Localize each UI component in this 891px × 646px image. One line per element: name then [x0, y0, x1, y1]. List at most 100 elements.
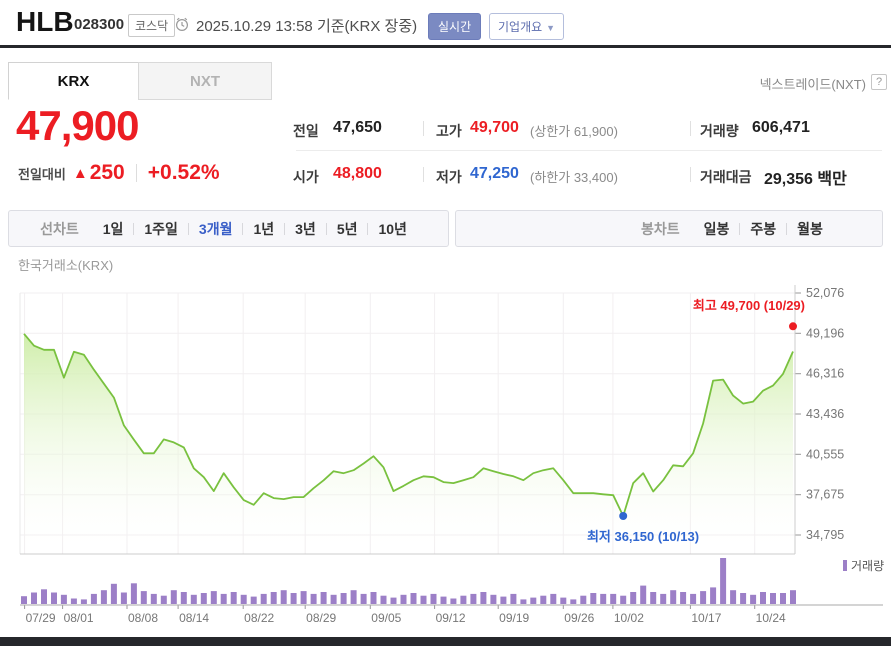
volume-bar	[360, 593, 367, 604]
high-value: 49,700	[470, 119, 519, 136]
line-chart-toolbar: 선차트 1일 1주일 3개월 1년 3년 5년 10년	[8, 210, 449, 247]
volume-bar	[370, 592, 377, 604]
volume-bar	[590, 593, 597, 604]
y-axis-label: 43,436	[806, 407, 844, 421]
period-3year[interactable]: 3년	[295, 220, 316, 237]
candle-weekly[interactable]: 주봉	[750, 220, 777, 237]
period-3month[interactable]: 3개월	[198, 220, 233, 237]
volume-bar	[410, 593, 417, 604]
nextrade-label: 넥스트레이드(NXT)	[759, 77, 866, 92]
volume-bar	[510, 593, 517, 604]
tab-nxt[interactable]: NXT	[138, 62, 272, 100]
up-arrow-icon: ▲	[72, 164, 88, 182]
period-1week[interactable]: 1주일	[144, 220, 178, 237]
help-icon[interactable]: ?	[871, 74, 887, 90]
volume-bar	[340, 593, 347, 604]
volume-bar	[480, 592, 487, 604]
price-line	[23, 333, 794, 517]
volume-bar	[230, 592, 237, 604]
volume-bar	[570, 599, 577, 604]
volume-bar	[710, 587, 717, 604]
volume-bar	[290, 593, 297, 604]
stock-name: HLB	[16, 6, 74, 37]
company-overview-button[interactable]: 기업개요 ▼	[489, 13, 565, 40]
separator	[739, 222, 741, 235]
volume-bar	[110, 583, 117, 604]
volume-bar-icon	[843, 560, 847, 571]
x-axis-label: 09/05	[371, 611, 401, 625]
volume-label: 거래량	[700, 123, 739, 139]
volume-bar	[530, 597, 537, 604]
realtime-button[interactable]: 실시간	[428, 13, 482, 40]
volume-bar	[31, 592, 37, 604]
chevron-down-icon: ▼	[546, 23, 556, 33]
x-axis-label: 08/01	[64, 611, 94, 625]
volume-bar	[210, 591, 217, 604]
period-5year[interactable]: 5년	[336, 220, 358, 237]
stock-code: 028300	[74, 16, 125, 33]
tab-nxt-label: NXT	[190, 72, 220, 90]
period-1year[interactable]: 1년	[253, 220, 275, 237]
candle-monthly[interactable]: 월봉	[797, 220, 823, 237]
volume-bar	[220, 593, 227, 604]
volume-bar	[100, 590, 107, 604]
volume-legend-label: 거래량	[851, 559, 885, 573]
volume-bar	[500, 596, 507, 604]
volume-bar	[650, 592, 657, 604]
volume-bar	[640, 585, 647, 604]
volume-bar	[160, 595, 167, 604]
header-divider	[0, 45, 891, 48]
volume-bar	[470, 593, 477, 604]
volume-bar	[200, 593, 207, 604]
volume-bar	[700, 591, 707, 604]
clock-icon	[175, 17, 189, 32]
volume-bar	[520, 599, 527, 604]
candle-chart-toolbar: 봉차트 일봉 주봉 월봉	[455, 210, 883, 247]
volume-bar	[310, 593, 317, 604]
x-axis-label: 08/08	[128, 611, 158, 625]
volume-value: 606,471	[752, 119, 810, 136]
volume-bar	[190, 594, 197, 604]
company-overview-label: 기업개요	[498, 20, 543, 34]
x-axis-label: 09/12	[436, 611, 466, 625]
separator	[284, 222, 286, 235]
open-label: 시가	[293, 169, 319, 185]
separator	[690, 167, 691, 182]
volume-bar	[450, 598, 457, 604]
volume-bar	[730, 590, 737, 604]
low-dot	[619, 512, 628, 520]
table-divider	[296, 150, 882, 151]
volume-bar	[250, 596, 257, 604]
prev-close-label: 전일	[293, 123, 319, 139]
bottom-bar	[0, 637, 891, 646]
y-axis-label: 46,316	[806, 367, 844, 381]
tab-krx-label: KRX	[57, 72, 90, 90]
volume-bar	[460, 595, 467, 604]
volume-bar	[270, 592, 277, 604]
period-10year[interactable]: 10년	[378, 220, 407, 237]
volume-bar	[750, 594, 757, 604]
volume-bar	[720, 558, 727, 604]
y-axis-label: 37,675	[806, 488, 844, 502]
separator	[786, 222, 788, 235]
volume-bar	[350, 590, 357, 604]
price-chart-svg: 52,076 49,196 46,316 43,436 40,555 37,675 34,7…	[19, 285, 883, 625]
x-axis-label: 09/26	[564, 611, 594, 625]
x-axis-label: 09/19	[499, 611, 529, 625]
volume-bar	[580, 595, 587, 604]
volume-bar	[320, 592, 327, 604]
price-change-row: 전일대비 ▲ 250 +0.52%	[18, 160, 220, 186]
period-1day[interactable]: 1일	[102, 220, 124, 237]
volume-bar	[60, 594, 67, 604]
x-axis-label: 10/02	[614, 611, 644, 625]
volume-bar	[770, 593, 776, 604]
volume-bar	[70, 598, 77, 604]
upper-limit-text: (상한가 61,900)	[530, 124, 618, 139]
tab-krx[interactable]: KRX	[8, 62, 139, 100]
chart-source-label: 한국거래소(KRX)	[18, 258, 114, 273]
low-label: 저가	[436, 169, 462, 185]
current-price: 47,900	[16, 102, 139, 149]
volume-bar	[760, 592, 766, 604]
separator	[423, 121, 424, 136]
candle-daily[interactable]: 일봉	[703, 220, 730, 237]
